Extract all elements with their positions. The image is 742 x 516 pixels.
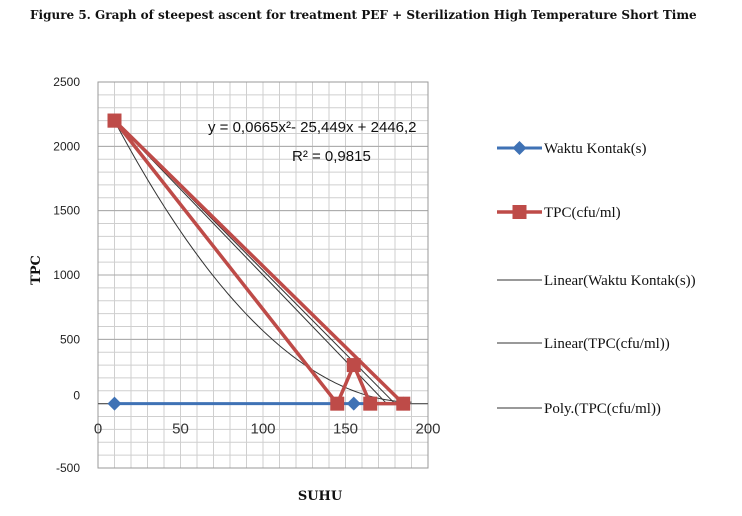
y-tick-label: 0 [73, 389, 80, 403]
x-tick-label: 0 [94, 421, 102, 438]
r-squared-label: R² = 0,9815 [292, 148, 371, 165]
data-point-square [346, 358, 361, 373]
legend-label: TPC(cfu/ml) [544, 205, 621, 221]
x-tick-label: 50 [172, 421, 189, 438]
data-point-diamond [107, 396, 122, 411]
plot-border [97, 81, 429, 469]
x-tick-label: 150 [333, 421, 358, 438]
series-line [113, 119, 405, 406]
data-point-square [330, 396, 345, 411]
y-tick-label: -500 [56, 461, 80, 475]
equation-annotation: y = 0,0665x²- 25,449x + 2446,2 R² = 0,98… [208, 119, 416, 165]
data-point-square [363, 396, 378, 411]
y-tick-label: 500 [60, 332, 80, 346]
trendline-polynomial [114, 120, 412, 403]
x-tick-label: 100 [250, 421, 275, 438]
figure-title: Figure 5. Graph of steepest ascent for t… [30, 8, 697, 22]
data-series [107, 113, 411, 411]
trendline-linear [114, 120, 388, 405]
data-point-diamond [346, 396, 361, 411]
x-axis-label: SUHU [298, 489, 343, 504]
x-tick-label: 200 [415, 421, 440, 438]
equation-label: y = 0,0665x²- 25,449x + 2446,2 [208, 119, 416, 136]
axes: 2500 2000 1500 1000 500 0 -500 0 50 100 150 200 [53, 75, 440, 475]
legend-marker-diamond [512, 141, 527, 155]
legend-label: Linear(Waktu Kontak(s)) [544, 273, 696, 289]
legend-marker-square [512, 205, 527, 219]
data-point-square [396, 396, 411, 411]
legend-label: Poly.(TPC(cfu/ml)) [544, 401, 661, 417]
legend-label: Waktu Kontak(s) [544, 141, 647, 157]
y-tick-label: 1500 [53, 204, 80, 218]
y-tick-label: 2500 [53, 75, 80, 89]
legend: Waktu Kontak(s) TPC(cfu/ml) Linear(Waktu K… [497, 141, 696, 417]
legend-label: Linear(TPC(cfu/ml)) [544, 336, 670, 352]
y-axis-label: TPC [29, 255, 44, 285]
y-tick-label: 1000 [53, 268, 80, 282]
data-point-square [107, 113, 122, 128]
y-tick-label: 2000 [53, 139, 80, 153]
